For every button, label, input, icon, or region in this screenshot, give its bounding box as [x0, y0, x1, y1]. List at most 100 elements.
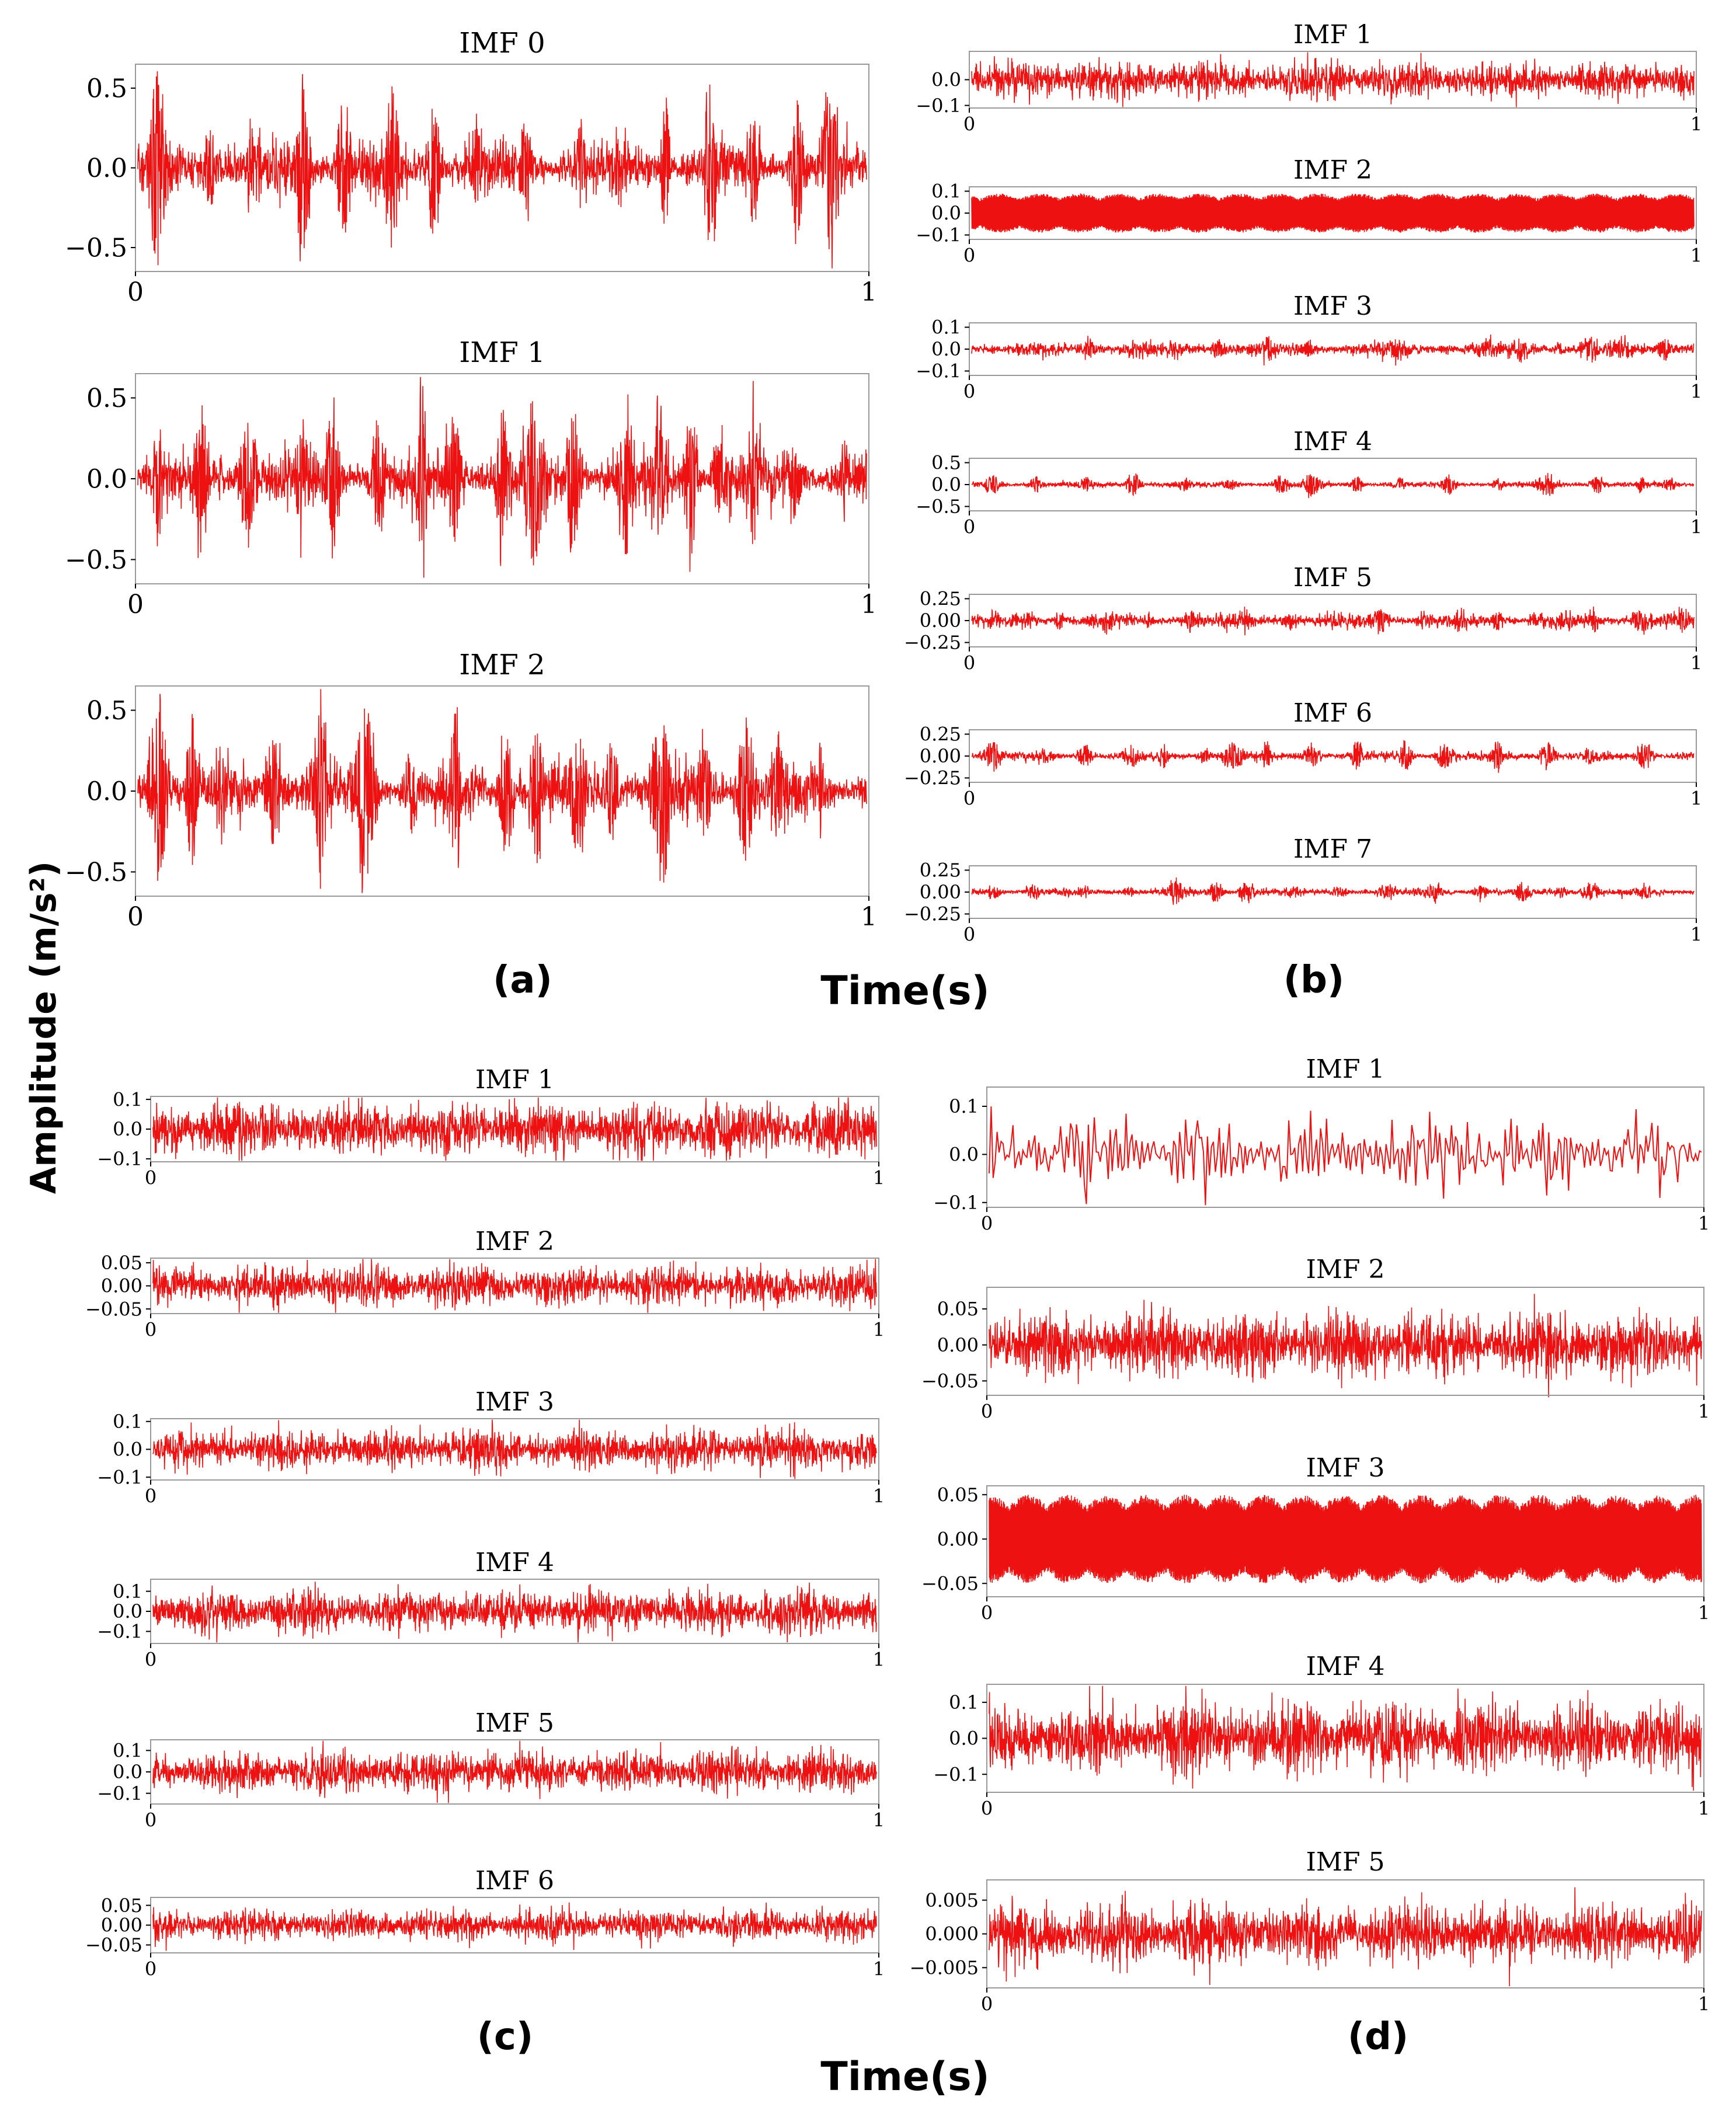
panel-label-b: (b) — [1283, 959, 1344, 1002]
axes-frame — [986, 1287, 1704, 1396]
signal-line — [152, 1582, 877, 1643]
signal-line — [989, 1106, 1702, 1206]
subplot-d-1: IMF 1 0.1 0.0 −0.10 1 — [933, 1054, 1710, 1234]
y-tick-label: 0.1 — [113, 1740, 142, 1762]
x-tick-label: 0 — [963, 923, 975, 945]
signal-line — [989, 1887, 1702, 1987]
signal-line — [989, 1495, 1702, 1584]
y-tick-label: −0.05 — [921, 1370, 979, 1392]
signal-line — [971, 473, 1695, 499]
subplot-title: IMF 3 — [475, 1387, 554, 1417]
subplot-c-3: IMF 3 0.1 0.0 −0.10 1 — [97, 1387, 885, 1507]
y-tick-label: 0.1 — [949, 1095, 979, 1117]
signal-line — [971, 877, 1695, 905]
x-tick-label: 1 — [1698, 1400, 1710, 1422]
y-tick-label: 0.00 — [937, 1334, 979, 1356]
y-tick-label: −0.25 — [904, 767, 961, 789]
y-tick-label: 0.05 — [937, 1483, 979, 1506]
subplot-c-2: IMF 2 0.050.00−0.050 1 — [85, 1227, 885, 1340]
x-tick-label: 0 — [981, 1797, 993, 1819]
y-tick-label: −0.5 — [916, 496, 961, 518]
x-axis-label-bottom: Time(s) — [820, 2054, 989, 2100]
subplot-a-2: IMF 1 0.5 0.0 −0.50 1 — [65, 336, 877, 619]
y-tick-label: 0.00 — [101, 1275, 142, 1297]
x-tick-label: 1 — [1690, 244, 1702, 266]
x-tick-label: 0 — [981, 1212, 993, 1234]
x-axis-label-top: Time(s) — [820, 968, 989, 1014]
y-tick-label: 0.0 — [931, 202, 961, 224]
y-tick-label: 0.0 — [113, 1600, 142, 1622]
signal-line — [971, 52, 1695, 107]
subplot-c-6: IMF 6 0.050.00−0.050 1 — [85, 1866, 885, 1980]
x-tick-label: 1 — [873, 1648, 885, 1670]
subplot-title: IMF 6 — [475, 1866, 554, 1896]
y-tick-label: 0.0 — [931, 473, 961, 496]
signal-line — [152, 1259, 877, 1313]
signal-line — [152, 1902, 877, 1951]
y-tick-label: 0.1 — [931, 180, 961, 203]
x-tick-label: 0 — [145, 1958, 156, 1980]
subplot-title: IMF 3 — [1306, 1453, 1385, 1483]
x-tick-label: 1 — [861, 902, 877, 932]
axes-frame — [986, 1086, 1704, 1208]
y-tick-label: 0.0 — [86, 464, 127, 494]
y-tick-label: −0.1 — [933, 1192, 979, 1214]
subplot-c-1: IMF 1 0.1 0.0 −0.10 1 — [97, 1065, 885, 1189]
subplot-d-4: IMF 4 0.1 0.0 −0.10 1 — [933, 1652, 1710, 1819]
signal-line — [137, 71, 867, 269]
panel-label-c: (c) — [477, 2015, 533, 2059]
x-tick-label: 1 — [873, 1485, 885, 1507]
x-tick-label: 1 — [873, 1318, 885, 1340]
y-tick-label: 0.0 — [931, 69, 961, 91]
subplot-title: IMF 4 — [1293, 427, 1372, 457]
y-tick-label: 0.05 — [937, 1298, 979, 1320]
signal-line — [971, 740, 1695, 773]
x-tick-label: 1 — [1698, 1212, 1710, 1234]
x-tick-label: 0 — [963, 380, 975, 402]
subplot-title: IMF 1 — [459, 336, 545, 369]
y-tick-label: −0.1 — [97, 1466, 142, 1488]
y-tick-label: 0.25 — [920, 859, 961, 882]
subplot-a-3: IMF 2 0.5 0.0 −0.50 1 — [65, 649, 877, 932]
x-tick-label: 0 — [145, 1485, 156, 1507]
subplot-title: IMF 2 — [475, 1227, 554, 1256]
y-tick-label: 0.0 — [86, 776, 127, 806]
y-tick-label: 0.5 — [931, 452, 961, 474]
signal-line — [989, 1685, 1702, 1791]
x-tick-label: 0 — [981, 1993, 993, 2015]
subplot-b-3: IMF 3 0.10.0−0.10 1 — [916, 291, 1702, 402]
y-tick-label: 0.00 — [920, 745, 961, 767]
y-tick-label: 0.0 — [113, 1761, 142, 1783]
subplot-d-3: IMF 3 0.05 0.00 −0.050 1 — [921, 1453, 1710, 1624]
y-tick-label: 0.0 — [113, 1118, 142, 1140]
y-tick-label: 0.0 — [949, 1728, 979, 1750]
y-tick-label: −0.25 — [904, 903, 961, 925]
y-tick-label: −0.1 — [97, 1621, 142, 1643]
x-tick-label: 0 — [145, 1318, 156, 1340]
x-tick-label: 0 — [963, 244, 975, 266]
signal-line — [152, 1097, 877, 1161]
y-tick-label: 0.1 — [113, 1580, 142, 1603]
y-tick-label: −0.1 — [97, 1782, 142, 1805]
y-tick-label: 0.5 — [86, 384, 127, 413]
signal-line — [971, 193, 1695, 233]
y-tick-label: −0.25 — [904, 632, 961, 654]
y-tick-label: 0.0 — [949, 1144, 979, 1166]
y-tick-label: 0.005 — [925, 1889, 979, 1911]
x-tick-label: 0 — [127, 590, 144, 619]
x-tick-label: 0 — [963, 516, 975, 538]
x-tick-label: 1 — [873, 1958, 885, 1980]
subplot-b-1: IMF 1 0.0 −0.10 1 — [916, 20, 1702, 135]
axes-frame — [986, 1485, 1704, 1597]
y-tick-label: −0.5 — [65, 545, 127, 575]
panel-label-d: (d) — [1348, 2015, 1408, 2059]
y-tick-label: −0.05 — [85, 1934, 142, 1956]
x-tick-label: 0 — [981, 1400, 993, 1422]
y-tick-label: 0.1 — [949, 1691, 979, 1714]
subplot-title: IMF 1 — [1293, 20, 1372, 50]
